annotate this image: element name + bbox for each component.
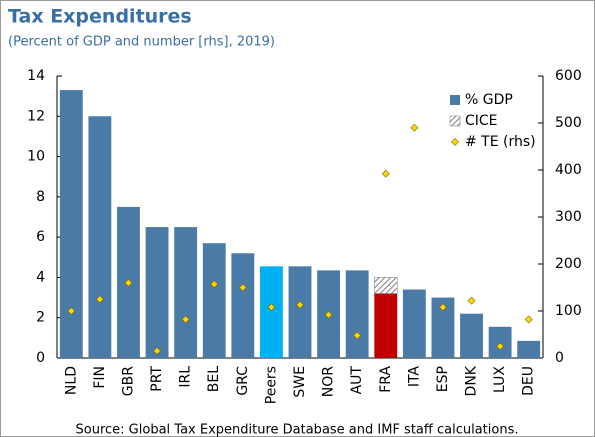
- legend-label: CICE: [465, 113, 498, 129]
- legend-swatch: [450, 95, 460, 105]
- bar: [259, 266, 283, 358]
- x-tick-label: ITA: [406, 366, 422, 388]
- te-marker: [210, 280, 219, 289]
- bar: [345, 270, 369, 358]
- y2-tick-label: 300: [555, 209, 582, 225]
- chart-subtitle: (Percent of GDP and number [rhs], 2019): [8, 35, 275, 50]
- te-marker: [381, 169, 390, 178]
- te-marker: [439, 303, 447, 312]
- y-tick-label: 12: [27, 108, 45, 124]
- x-tick-label: FRA: [378, 366, 394, 393]
- y-tick-label: 6: [36, 229, 45, 245]
- te-marker: [410, 123, 419, 132]
- te-marker: [496, 342, 505, 351]
- x-tick-label: BEL: [206, 366, 222, 392]
- x-tick-label: ESP: [435, 366, 451, 392]
- te-marker: [324, 310, 333, 319]
- y-tick-label: 14: [27, 68, 45, 84]
- bar: [88, 116, 112, 359]
- source-note: Source: Global Tax Expenditure Database …: [76, 423, 519, 437]
- x-tick-label: FIN: [92, 366, 108, 389]
- x-tick-label: NLD: [63, 366, 79, 395]
- y-tick-label: 4: [36, 269, 45, 285]
- bar: [460, 313, 483, 358]
- te-marker: [153, 347, 161, 355]
- x-tick-label: AUT: [349, 366, 365, 395]
- y-tick-label: 8: [36, 189, 45, 205]
- x-tick-label: PRT: [149, 366, 165, 392]
- bar: [202, 243, 226, 358]
- chart-title: Tax Expenditures: [8, 6, 192, 28]
- legend-label: # TE (rhs): [465, 134, 536, 150]
- y2-tick-label: 100: [555, 303, 582, 319]
- bar: [59, 90, 83, 358]
- te-marker: [267, 303, 276, 312]
- y2-tick-label: 0: [555, 350, 564, 366]
- x-tick-label: IRL: [178, 366, 194, 388]
- x-tick-label: DNK: [464, 365, 480, 396]
- x-tick-label: NOR: [321, 366, 337, 397]
- y2-tick-label: 200: [555, 256, 582, 272]
- bar-cice: [374, 277, 398, 294]
- te-marker: [181, 315, 190, 324]
- y2-tick-label: 400: [555, 162, 582, 178]
- y2-tick-label: 600: [555, 68, 582, 84]
- te-marker: [95, 295, 104, 304]
- bar: [402, 289, 426, 358]
- te-marker: [124, 278, 133, 287]
- bar: [374, 293, 398, 358]
- bar: [431, 297, 455, 358]
- te-marker: [524, 315, 533, 324]
- x-tick-label: GBR: [120, 366, 136, 396]
- te-marker: [238, 283, 247, 292]
- x-tick-label: Peers: [263, 366, 279, 404]
- te-marker: [296, 300, 304, 309]
- x-tick-label: DEU: [521, 366, 537, 396]
- y2-tick-label: 500: [555, 115, 582, 131]
- x-tick-label: LUX: [492, 366, 508, 393]
- legend-swatch: [451, 138, 459, 146]
- x-tick-label: SWE: [292, 366, 308, 398]
- legend-label: % GDP: [465, 92, 513, 108]
- te-marker: [67, 307, 76, 315]
- bar: [145, 227, 169, 358]
- te-marker: [353, 331, 362, 340]
- bar: [174, 227, 198, 358]
- bar: [288, 266, 312, 358]
- bar: [231, 253, 255, 358]
- te-marker: [467, 296, 476, 305]
- y-tick-label: 2: [36, 310, 45, 326]
- x-tick-label: GRC: [235, 366, 251, 396]
- y-tick-label: 0: [36, 350, 45, 366]
- bar: [517, 340, 541, 358]
- y-tick-label: 10: [27, 149, 45, 165]
- legend-swatch: [449, 115, 461, 127]
